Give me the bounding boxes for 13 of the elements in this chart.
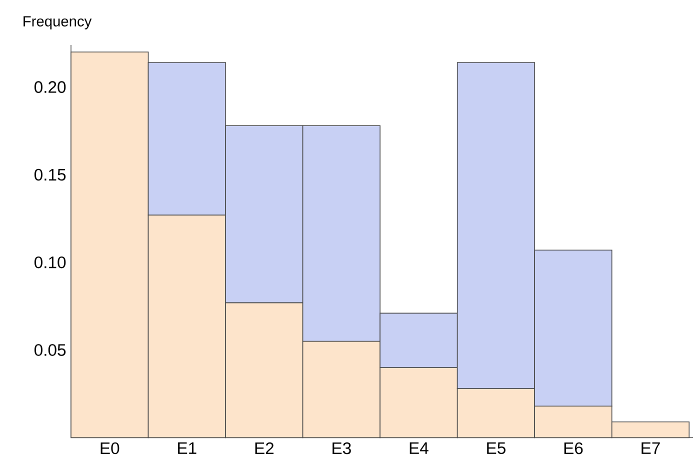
x-tick-label: E6 [564, 442, 583, 454]
y-tick-label: 0.10 [34, 256, 66, 268]
x-tick-label: E1 [178, 442, 196, 454]
x-tick-label: E4 [410, 442, 428, 454]
x-tick-label: E7 [642, 442, 660, 454]
x-tick-label: E3 [332, 442, 351, 454]
y-tick-label: 0.05 [34, 344, 66, 356]
x-tick-label: E2 [255, 442, 274, 454]
x-tick-label: E0 [100, 442, 120, 454]
y-axis-title: Frequency [24, 16, 92, 30]
x-tick-label: E5 [487, 442, 506, 454]
y-tick-label: 0.20 [34, 81, 66, 93]
y-tick-label: 0.15 [34, 168, 66, 181]
